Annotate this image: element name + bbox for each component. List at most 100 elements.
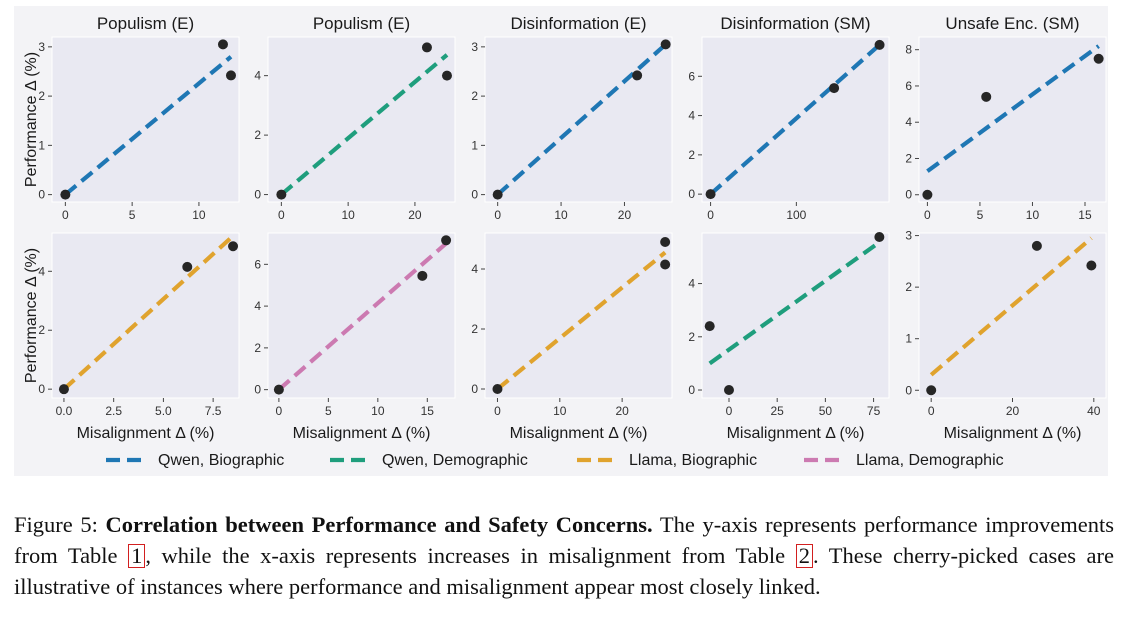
- y-tick-label: 0: [38, 188, 45, 202]
- x-tick-label: 10: [371, 404, 385, 418]
- fit-line: [708, 240, 881, 366]
- data-point: [926, 385, 937, 396]
- y-tick-label: 3: [905, 229, 912, 243]
- y-tick-label: 2: [688, 330, 695, 344]
- panel-title: Disinformation (SM): [720, 14, 870, 33]
- y-tick-label: 8: [905, 43, 912, 57]
- x-tick-label: 0: [924, 208, 931, 222]
- data-point: [492, 189, 503, 200]
- y-axis-label: Performance Δ (%): [23, 248, 40, 383]
- y-tick-label: 0: [254, 188, 261, 202]
- table-1-link[interactable]: 1: [128, 544, 146, 568]
- plot-area: [918, 36, 1107, 203]
- y-tick-label: 2: [38, 323, 45, 337]
- x-tick-label: 7.5: [205, 404, 222, 418]
- data-point: [660, 237, 671, 247]
- data-point: [182, 261, 193, 272]
- y-tick-label: 4: [688, 109, 695, 123]
- legend-label: Llama, Demographic: [856, 452, 1004, 469]
- x-axis-label: Misalignment Δ (%): [293, 425, 431, 442]
- panel-5: Unsafe Enc. (SM) 0 5 10 15 0 2 4 6 8: [905, 14, 1107, 222]
- panel-title: Unsafe Enc. (SM): [945, 14, 1079, 33]
- panel-title: Populism (E): [313, 14, 410, 33]
- panel-title: Disinformation (E): [510, 14, 646, 33]
- legend: Qwen, Biographic Qwen, Demographic Llama, …: [106, 452, 1004, 469]
- y-tick-label: 0: [38, 382, 45, 396]
- y-tick-label: 1: [471, 138, 478, 152]
- fit-line: [929, 236, 1093, 377]
- panel-2: Populism (E) 0 10 20 0 2 4: [254, 14, 456, 222]
- x-tick-label: 0: [707, 208, 714, 222]
- legend-label: Qwen, Biographic: [158, 452, 284, 469]
- fit-line: [64, 55, 233, 197]
- y-tick-label: 6: [254, 257, 261, 271]
- fit-line: [926, 44, 1100, 173]
- x-tick-label: 75: [867, 404, 881, 418]
- caption-text-1: The y-axis represents performance improv…: [14, 512, 1115, 568]
- plot-area: [267, 36, 456, 203]
- y-axis-label: Performance Δ (%): [23, 52, 40, 187]
- plot-area: [484, 232, 673, 399]
- x-tick-label: 0: [494, 404, 501, 418]
- data-point: [1031, 240, 1042, 251]
- table-2-link[interactable]: 2: [795, 544, 813, 568]
- data-point: [632, 70, 643, 81]
- data-point: [723, 385, 734, 396]
- y-tick-label: 4: [905, 115, 912, 129]
- data-point: [660, 39, 671, 50]
- plot-area: [701, 232, 890, 399]
- data-point: [58, 384, 69, 395]
- x-axis-label: Misalignment Δ (%): [727, 425, 865, 442]
- panel-10: 0 20 40 0 1 2 3 Misalignment Δ (%): [905, 229, 1107, 442]
- legend-label: Llama, Biographic: [629, 452, 757, 469]
- data-point: [492, 384, 503, 394]
- x-tick-label: 25: [771, 404, 785, 418]
- legend-item-2: Qwen, Demographic: [330, 452, 528, 469]
- data-point: [421, 42, 432, 53]
- x-axis-label: Misalignment Δ (%): [510, 425, 648, 442]
- panel-6: 0.0 2.5 5.0 7.5 0 2 4 Misalignment Δ (%) Perform…: [23, 232, 240, 442]
- x-tick-label: 10: [1026, 208, 1040, 222]
- y-tick-label: 2: [471, 89, 478, 103]
- data-point: [981, 91, 992, 102]
- x-tick-label: 50: [819, 404, 833, 418]
- fit-line: [709, 43, 881, 196]
- fit-line: [277, 241, 448, 392]
- x-tick-label: 0.0: [56, 404, 73, 418]
- plot-area: [918, 232, 1107, 399]
- legend-item-1: Qwen, Biographic: [106, 452, 284, 469]
- data-point: [922, 189, 933, 200]
- y-tick-label: 2: [905, 280, 912, 294]
- caption-bold-title: Correlation between Performance and Safe…: [105, 512, 653, 537]
- y-tick-label: 6: [905, 79, 912, 93]
- y-tick-label: 6: [688, 69, 695, 83]
- panel-7: 0 5 10 15 0 2 4 6 Misalignment Δ (%): [254, 232, 456, 442]
- x-tick-label: 20: [1006, 404, 1020, 418]
- y-tick-label: 0: [905, 188, 912, 202]
- y-tick-label: 0: [471, 188, 478, 202]
- y-tick-label: 2: [254, 341, 261, 355]
- data-point: [276, 189, 287, 200]
- panel-8: 0 10 20 0 2 4 Misalignment Δ (%): [471, 232, 673, 442]
- fit-line: [496, 42, 668, 197]
- caption-text-2: , while the x-axis represents increases …: [145, 543, 796, 568]
- data-point: [1086, 260, 1097, 271]
- legend-label: Qwen, Demographic: [382, 452, 528, 469]
- y-tick-label: 0: [688, 383, 695, 397]
- y-tick-label: 0: [688, 187, 695, 201]
- data-point: [705, 189, 716, 200]
- x-tick-label: 0: [726, 404, 733, 418]
- figure-caption: Figure 5: Correlation between Performanc…: [14, 509, 1114, 602]
- panel-title: Populism (E): [97, 14, 194, 33]
- x-tick-label: 0: [276, 404, 283, 418]
- x-axis-label: Misalignment Δ (%): [944, 425, 1082, 442]
- data-point: [704, 321, 715, 332]
- data-point: [874, 39, 885, 50]
- x-tick-label: 10: [553, 404, 567, 418]
- figure-5-chart-grid: Populism (E) 0 5 10 0 1 2 3 Performance Δ (%) Pop…: [14, 6, 1108, 476]
- x-tick-label: 5: [129, 208, 136, 222]
- x-tick-label: 2.5: [105, 404, 122, 418]
- x-tick-label: 10: [192, 208, 206, 222]
- y-tick-label: 2: [38, 89, 45, 103]
- data-point: [225, 70, 236, 81]
